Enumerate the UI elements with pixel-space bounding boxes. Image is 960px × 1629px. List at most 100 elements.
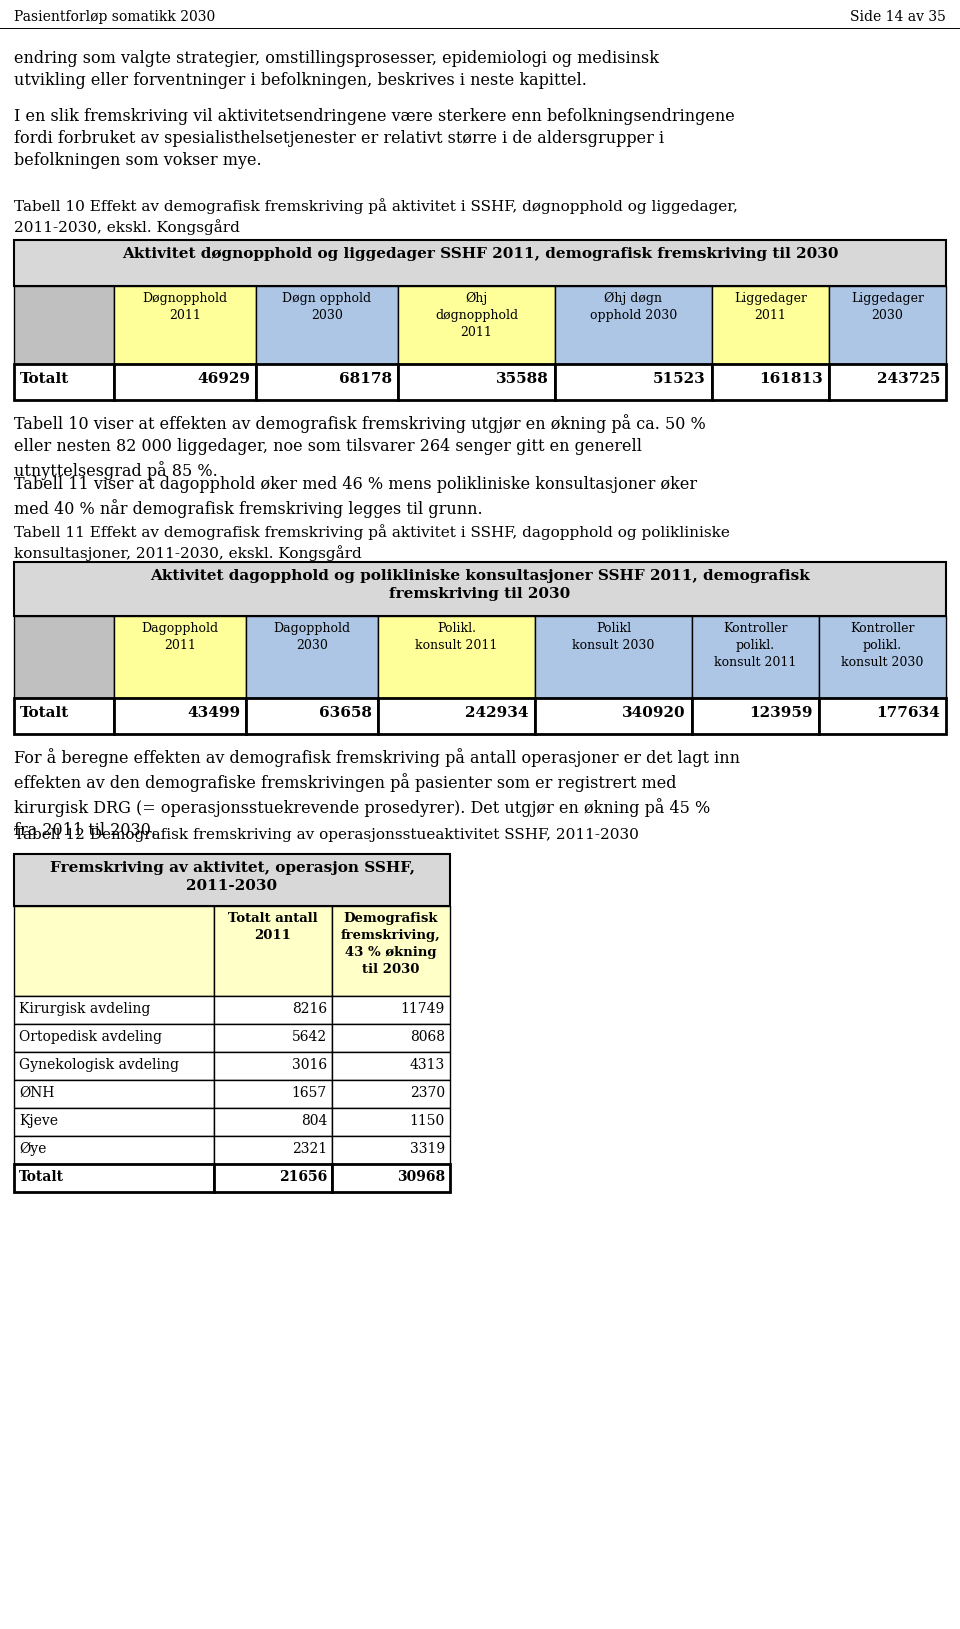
Text: 43499: 43499 <box>187 705 240 720</box>
Bar <box>819 616 946 697</box>
Text: endring som valgte strategier, omstillingsprosesser, epidemiologi og medisinsk
u: endring som valgte strategier, omstillin… <box>14 50 659 90</box>
Bar <box>829 363 946 401</box>
Bar <box>14 1135 214 1165</box>
Text: Kirurgisk avdeling: Kirurgisk avdeling <box>19 1002 151 1016</box>
Text: For å beregne effekten av demografisk fremskriving på antall operasjoner er det : For å beregne effekten av demografisk fr… <box>14 748 740 839</box>
Bar <box>378 697 535 735</box>
Text: Tabell 11 Effekt av demografisk fremskriving på aktivitet i SSHF, dagopphold og : Tabell 11 Effekt av demografisk fremskri… <box>14 525 730 560</box>
Text: I en slik fremskriving vil aktivitetsendringene være sterkere enn befolkningsend: I en slik fremskriving vil aktivitetsend… <box>14 108 734 169</box>
Text: 177634: 177634 <box>876 705 940 720</box>
Bar <box>256 287 398 363</box>
Text: Tabell 11 viser at dagopphold øker med 46 % mens polikliniske konsultasjoner øke: Tabell 11 viser at dagopphold øker med 4… <box>14 476 697 518</box>
Bar <box>14 239 946 287</box>
Bar <box>214 906 332 995</box>
Text: Liggedager
2011: Liggedager 2011 <box>734 292 807 323</box>
Bar <box>14 697 114 735</box>
Text: Totalt: Totalt <box>20 705 69 720</box>
Text: 2370: 2370 <box>410 1087 445 1100</box>
Text: Dagopphold
2011: Dagopphold 2011 <box>141 622 219 652</box>
Bar <box>829 287 946 363</box>
Bar <box>555 287 712 363</box>
Bar <box>819 697 946 735</box>
Text: Kontroller
polikl.
konsult 2030: Kontroller polikl. konsult 2030 <box>841 622 924 670</box>
Text: Totalt: Totalt <box>19 1170 64 1184</box>
Text: Aktivitet døgnopphold og liggedager SSHF 2011, demografisk fremskriving til 2030: Aktivitet døgnopphold og liggedager SSHF… <box>122 248 838 261</box>
Text: 11749: 11749 <box>400 1002 445 1016</box>
Text: Døgnopphold
2011: Døgnopphold 2011 <box>142 292 228 323</box>
Bar <box>214 1165 332 1192</box>
Text: Tabell 10 viser at effekten av demografisk fremskriving utgjør en økning på ca. : Tabell 10 viser at effekten av demografi… <box>14 414 706 481</box>
Text: Polikl
konsult 2030: Polikl konsult 2030 <box>572 622 655 652</box>
Bar <box>535 616 692 697</box>
Bar <box>535 697 692 735</box>
Text: 804: 804 <box>300 1114 327 1127</box>
Text: 3319: 3319 <box>410 1142 445 1157</box>
Text: 123959: 123959 <box>750 705 813 720</box>
Text: 3016: 3016 <box>292 1057 327 1072</box>
Bar <box>14 616 114 697</box>
Text: ØNH: ØNH <box>19 1087 55 1100</box>
Text: 161813: 161813 <box>759 371 823 386</box>
Bar <box>14 1052 214 1080</box>
Text: Demografisk
fremskriving,
43 % økning
til 2030: Demografisk fremskriving, 43 % økning ti… <box>341 912 441 976</box>
Bar <box>214 1080 332 1108</box>
Text: Polikl.
konsult 2011: Polikl. konsult 2011 <box>416 622 497 652</box>
Bar <box>214 1108 332 1135</box>
Bar <box>246 697 378 735</box>
Bar <box>332 995 450 1025</box>
Text: Liggedager
2030: Liggedager 2030 <box>851 292 924 323</box>
Text: 242934: 242934 <box>466 705 529 720</box>
Bar <box>692 697 819 735</box>
Bar <box>114 363 256 401</box>
Text: Totalt antall
2011: Totalt antall 2011 <box>228 912 318 942</box>
Bar <box>14 1108 214 1135</box>
Text: 1657: 1657 <box>292 1087 327 1100</box>
Text: 68178: 68178 <box>339 371 392 386</box>
Bar <box>332 1135 450 1165</box>
Text: Døgn opphold
2030: Døgn opphold 2030 <box>282 292 372 323</box>
Text: 8068: 8068 <box>410 1030 445 1044</box>
Bar <box>14 1165 214 1192</box>
Text: 35588: 35588 <box>496 371 549 386</box>
Bar <box>14 1025 214 1052</box>
Text: Ortopedisk avdeling: Ortopedisk avdeling <box>19 1030 162 1044</box>
Text: Fremskriving av aktivitet, operasjon SSHF,
2011-2030: Fremskriving av aktivitet, operasjon SSH… <box>50 862 415 893</box>
Text: 51523: 51523 <box>653 371 706 386</box>
Text: Kontroller
polikl.
konsult 2011: Kontroller polikl. konsult 2011 <box>714 622 797 670</box>
Text: Aktivitet dagopphold og polikliniske konsultasjoner SSHF 2011, demografisk
frems: Aktivitet dagopphold og polikliniske kon… <box>150 569 810 601</box>
Bar <box>398 363 555 401</box>
Bar <box>214 1135 332 1165</box>
Text: Øhj døgn
opphold 2030: Øhj døgn opphold 2030 <box>589 292 677 323</box>
Bar <box>332 1052 450 1080</box>
Text: Øye: Øye <box>19 1142 46 1157</box>
Text: 1150: 1150 <box>410 1114 445 1127</box>
Bar <box>332 1165 450 1192</box>
Text: Dagopphold
2030: Dagopphold 2030 <box>274 622 350 652</box>
Text: Gynekologisk avdeling: Gynekologisk avdeling <box>19 1057 179 1072</box>
Bar <box>214 1052 332 1080</box>
Bar <box>692 616 819 697</box>
Text: 30968: 30968 <box>396 1170 445 1184</box>
Text: 63658: 63658 <box>319 705 372 720</box>
Bar <box>14 854 450 906</box>
Bar <box>14 287 114 363</box>
Bar <box>712 287 829 363</box>
Bar <box>14 906 214 995</box>
Bar <box>214 995 332 1025</box>
Bar <box>332 1025 450 1052</box>
Bar <box>712 363 829 401</box>
Bar <box>14 363 114 401</box>
Text: Øhj
døgnopphold
2011: Øhj døgnopphold 2011 <box>435 292 518 339</box>
Bar <box>14 995 214 1025</box>
Bar <box>114 287 256 363</box>
Text: 4313: 4313 <box>410 1057 445 1072</box>
Text: 5642: 5642 <box>292 1030 327 1044</box>
Bar <box>378 616 535 697</box>
Bar <box>114 697 246 735</box>
Bar <box>555 363 712 401</box>
Text: 21656: 21656 <box>278 1170 327 1184</box>
Text: Side 14 av 35: Side 14 av 35 <box>851 10 946 24</box>
Text: Tabell 10 Effekt av demografisk fremskriving på aktivitet i SSHF, døgnopphold og: Tabell 10 Effekt av demografisk fremskri… <box>14 199 738 235</box>
Text: Totalt: Totalt <box>20 371 69 386</box>
Bar <box>332 906 450 995</box>
